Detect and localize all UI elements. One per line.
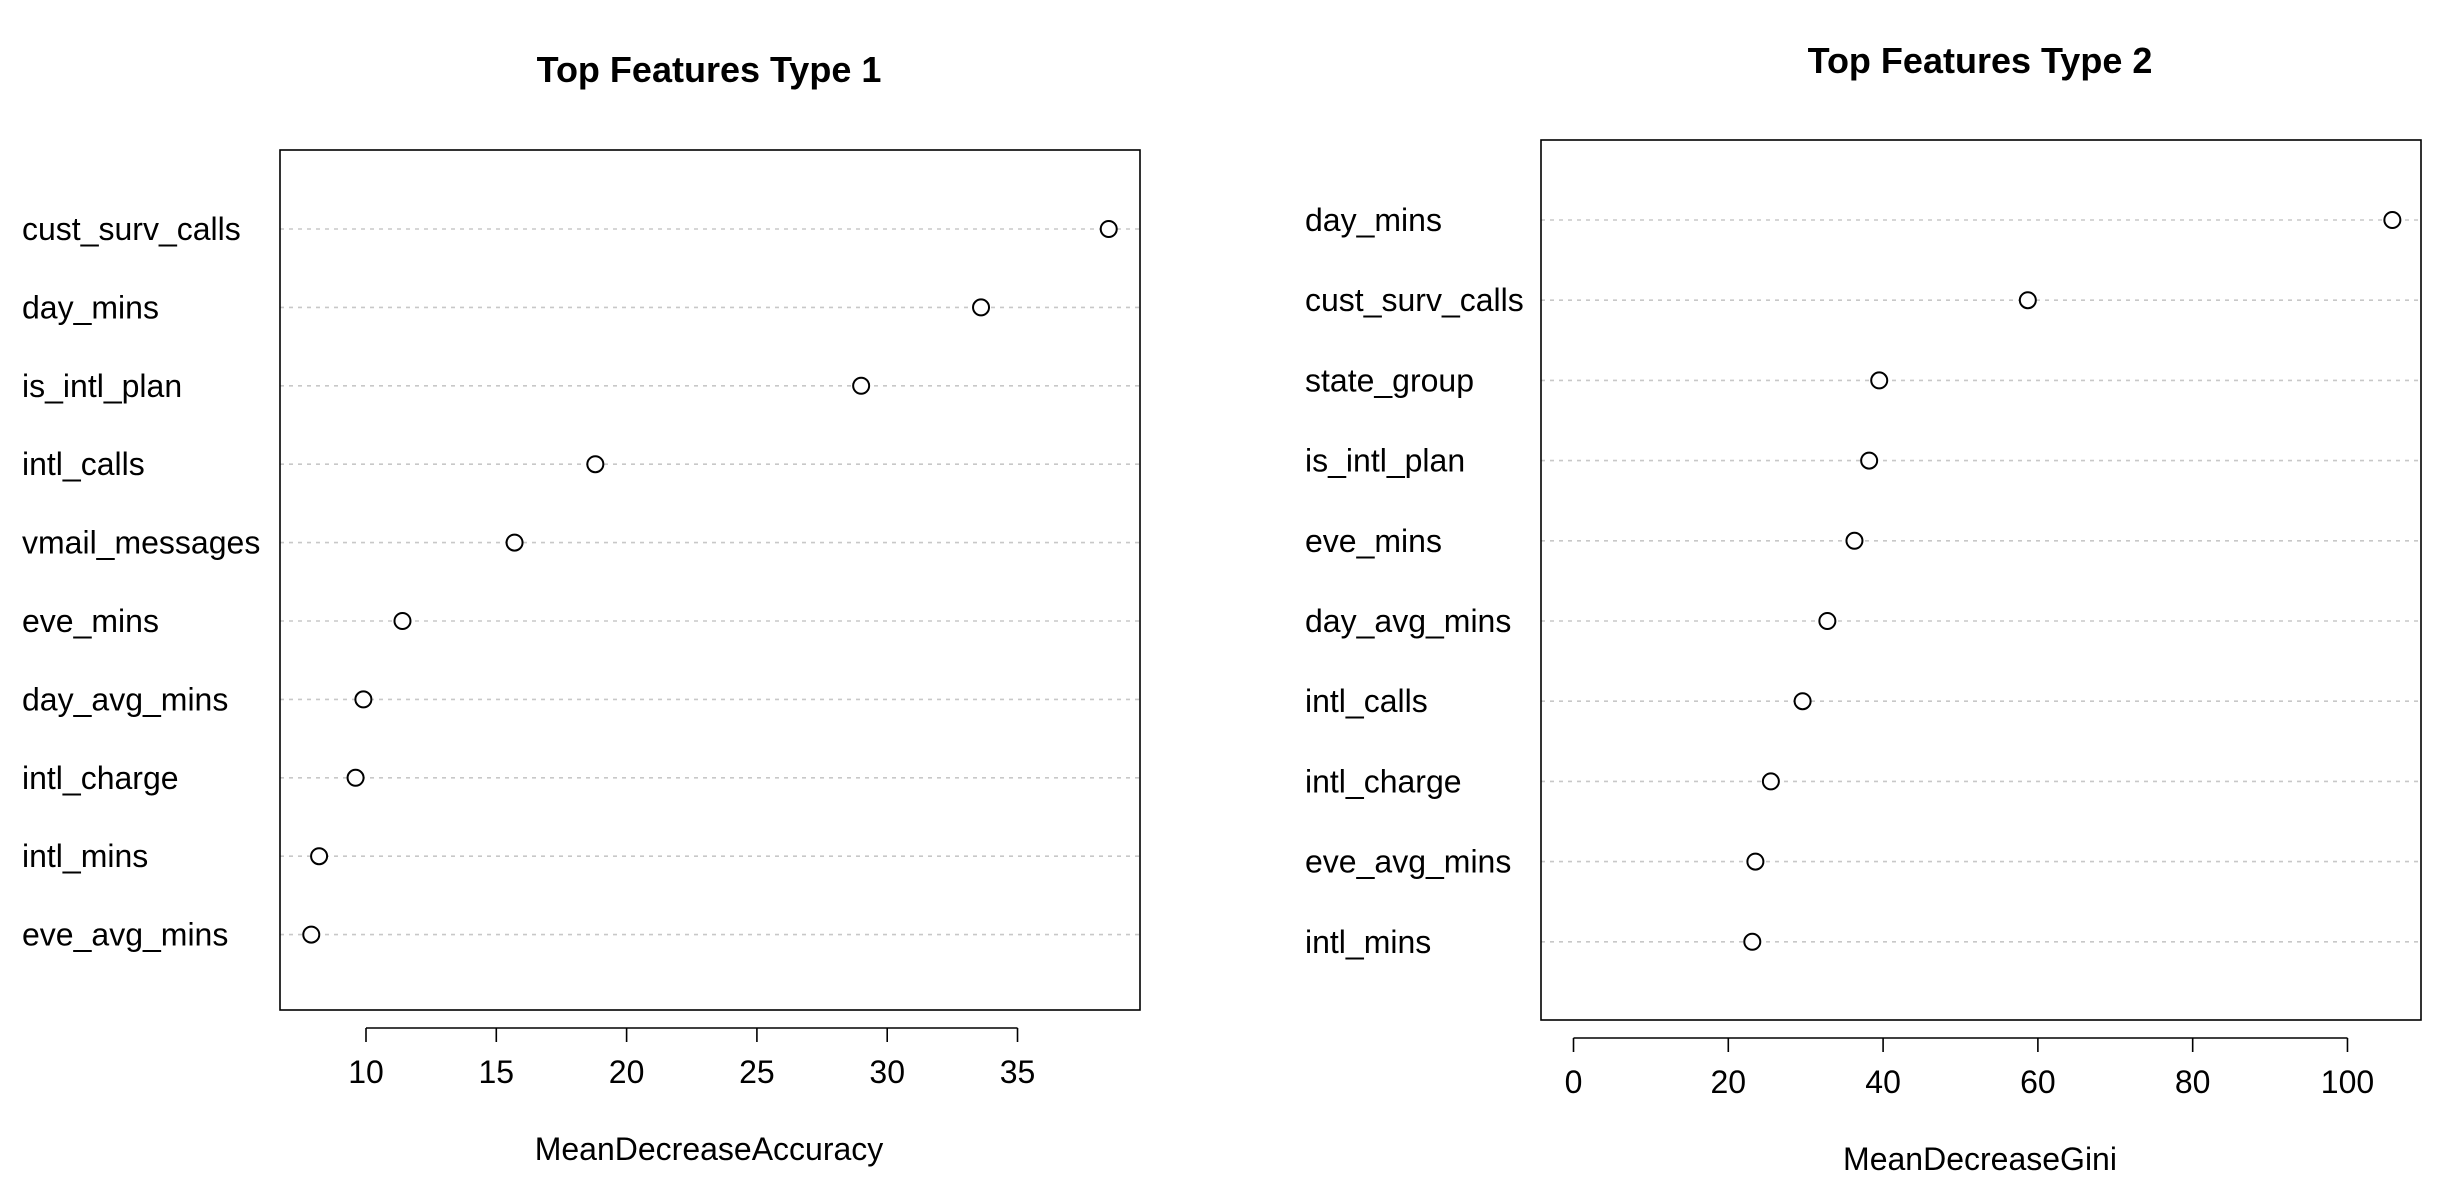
category-label: intl_calls	[22, 446, 145, 482]
data-point	[972, 298, 991, 317]
data-point	[354, 690, 373, 709]
data-point	[1860, 451, 1879, 470]
data-point	[1845, 531, 1864, 550]
category-label: day_avg_mins	[22, 681, 228, 717]
plot-frame	[279, 149, 1141, 1011]
x-axis: 10 15 20 25 30 35	[348, 1027, 1036, 1090]
category-label: eve_avg_mins	[1305, 844, 1511, 880]
category-label: eve_mins	[1305, 523, 1442, 559]
category-label: intl_charge	[1305, 763, 1462, 799]
category-labels: cust_surv_calls day_mins is_intl_plan intl_…	[22, 211, 260, 953]
data-point	[1870, 371, 1889, 390]
chart-panel-type-1: Top Features Type 1 cust_surv_calls day_m…	[22, 49, 1141, 1167]
category-label: intl_charge	[22, 760, 179, 796]
data-point	[586, 455, 605, 474]
data-points	[1743, 211, 2402, 951]
x-tick-label: 25	[739, 1054, 775, 1090]
category-label: is_intl_plan	[22, 368, 182, 404]
category-label: intl_mins	[22, 838, 148, 874]
category-label: cust_surv_calls	[22, 211, 241, 247]
data-points	[302, 220, 1118, 944]
data-point	[1746, 852, 1765, 871]
category-label: intl_mins	[1305, 924, 1431, 960]
category-label: intl_calls	[1305, 683, 1428, 719]
x-tick-label: 35	[1000, 1054, 1036, 1090]
data-point	[505, 533, 524, 552]
category-label: state_group	[1305, 362, 1474, 398]
data-point	[2383, 211, 2402, 229]
x-tick-label: 80	[2175, 1064, 2211, 1100]
x-tick-label: 0	[1565, 1064, 1583, 1100]
x-tick-label: 20	[609, 1054, 645, 1090]
data-point	[302, 925, 321, 944]
data-point	[1818, 612, 1837, 630]
data-point	[310, 847, 329, 866]
data-point	[1793, 692, 1812, 711]
category-label: day_mins	[22, 289, 159, 325]
category-label: day_avg_mins	[1305, 603, 1511, 639]
category-label: eve_avg_mins	[22, 917, 228, 953]
x-tick-label: 60	[2020, 1064, 2056, 1100]
chart-title: Top Features Type 1	[537, 49, 882, 90]
x-tick-label: 30	[869, 1054, 905, 1090]
data-point	[1761, 772, 1780, 791]
category-label: day_mins	[1305, 202, 1442, 238]
data-point	[1743, 932, 1762, 951]
x-tick-label: 40	[1865, 1064, 1901, 1100]
data-point	[393, 612, 412, 630]
category-label: cust_surv_calls	[1305, 282, 1524, 318]
x-axis: 0 20 40 60 80 100	[1565, 1037, 2374, 1100]
data-point	[852, 376, 871, 395]
guide-lines	[1541, 219, 2421, 943]
x-tick-label: 10	[348, 1054, 384, 1090]
x-tick-label: 20	[1711, 1064, 1747, 1100]
chart-panel-type-2: Top Features Type 2 day_mins cust_surv_ca…	[1305, 40, 2422, 1177]
data-point	[346, 768, 365, 787]
x-axis-title: MeanDecreaseAccuracy	[535, 1131, 884, 1167]
x-axis-title: MeanDecreaseGini	[1843, 1141, 2117, 1177]
category-label: vmail_messages	[22, 525, 260, 561]
data-point	[1099, 220, 1118, 238]
chart-title: Top Features Type 2	[1808, 40, 2153, 81]
x-tick-label: 15	[479, 1054, 515, 1090]
category-label: is_intl_plan	[1305, 443, 1465, 479]
plot-frame	[1540, 139, 2422, 1021]
x-tick-label: 100	[2321, 1064, 2374, 1100]
data-point	[2018, 291, 2037, 310]
guide-lines	[280, 228, 1140, 936]
category-label: eve_mins	[22, 603, 159, 639]
category-labels: day_mins cust_surv_calls state_group is_int…	[1305, 202, 1524, 960]
